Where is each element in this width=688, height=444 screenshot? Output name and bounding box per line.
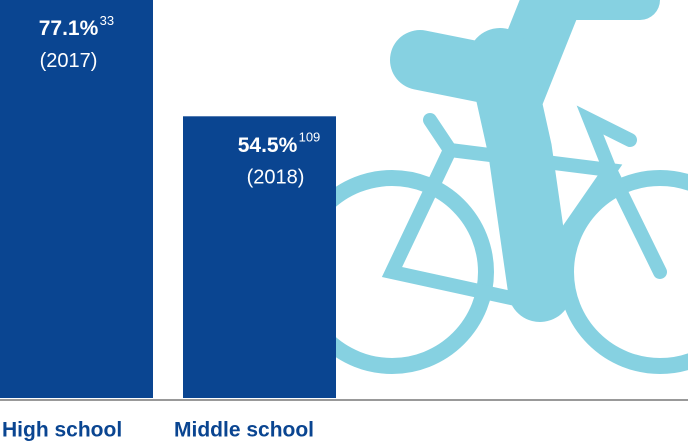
value-label: 54.5% bbox=[238, 134, 298, 157]
category-label: Middle school bbox=[174, 419, 314, 442]
footnote: 109 bbox=[299, 130, 321, 145]
value-label: 77.1% bbox=[39, 17, 99, 40]
year-label: (2018) bbox=[247, 167, 305, 189]
bar bbox=[183, 116, 336, 398]
bar bbox=[0, 0, 153, 398]
bicycle-illustration bbox=[290, 0, 688, 374]
category-label: High school bbox=[2, 419, 122, 442]
footnote: 33 bbox=[100, 13, 114, 28]
year-label: (2017) bbox=[40, 50, 98, 72]
